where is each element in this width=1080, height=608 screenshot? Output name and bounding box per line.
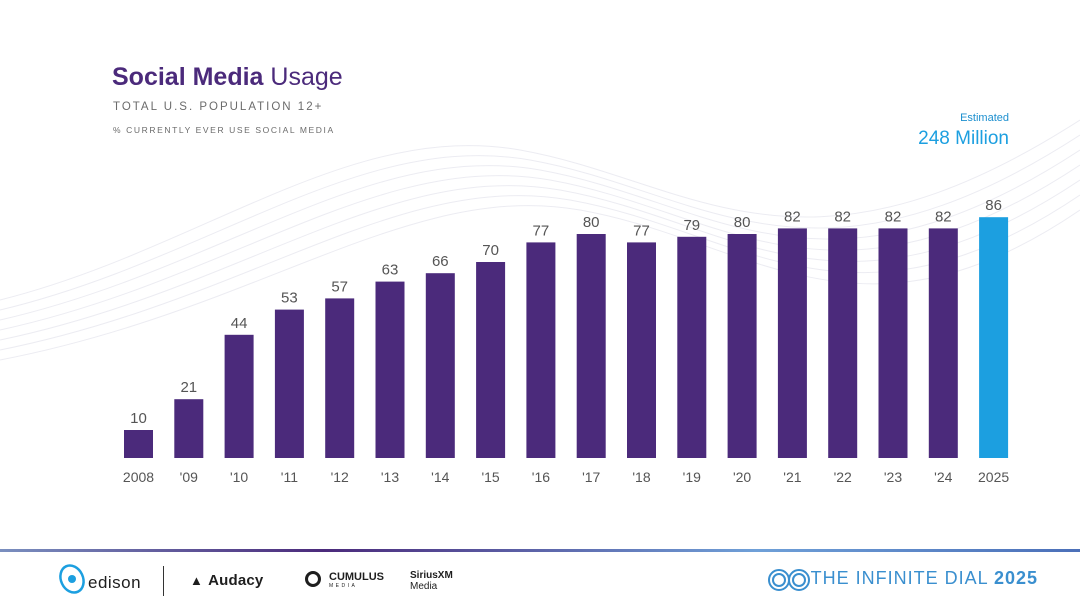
x-tick-label-'10: '10 [230,469,248,485]
bar-'12 [325,298,355,458]
bar-'10 [224,334,254,458]
x-tick-label-'16: '16 [532,469,550,485]
data-label-2008: 10 [130,410,147,427]
x-tick-label-'17: '17 [582,469,600,485]
infinite-dial-year: 2025 [993,568,1038,588]
x-tick-label-2008: 2008 [123,469,154,485]
bar-'23 [878,228,908,458]
cumulus-media-logo: CUMULUS MEDIA [305,570,384,589]
bar-'13 [375,281,405,458]
x-tick-label-'13: '13 [381,469,399,485]
page-title: Social Media Usage [112,62,343,92]
audacy-mark-icon: ▲ [190,573,204,588]
footer-logos: edison ▲ Audacy CUMULUS MEDIA SiriusXM Me… [0,552,1080,608]
x-tick-label-'18: '18 [632,469,650,485]
data-label-'10: 44 [231,315,248,332]
background-wave-decoration [0,119,1080,361]
footer-separator [163,566,164,596]
siriusxm-media-logo: SiriusXM Media [410,570,453,592]
bar-'21 [777,228,807,458]
x-tick-label-'24: '24 [934,469,952,485]
data-label-'23: 82 [885,208,902,225]
bar-'15 [476,262,506,458]
audacy-logo: ▲ Audacy [190,572,263,589]
estimate-label: Estimated [960,112,1009,124]
title-regular: Usage [270,63,343,91]
x-tick-label-2025: 2025 [978,469,1009,485]
x-tick-label-'12: '12 [331,469,349,485]
data-label-'20: 80 [734,214,751,231]
data-label-'12: 57 [331,278,348,295]
bar-'20 [727,234,757,458]
chart-subtitle: TOTAL U.S. POPULATION 12+ [113,101,324,113]
bar-'19 [677,236,707,458]
chart-measure-note: % CURRENTLY EVER USE SOCIAL MEDIA [113,125,335,135]
audacy-wordmark: Audacy [208,572,264,589]
data-label-'18: 77 [633,222,650,239]
x-tick-label-'21: '21 [783,469,801,485]
siriusxm-media-wordmark: Media [410,581,438,592]
edison-swirl-icon [59,564,85,594]
bar-'24 [928,228,958,458]
bar-'16 [526,242,556,458]
estimate-value: 248 Million [918,128,1009,149]
cumulus-wordmark: CUMULUS [329,571,384,583]
bar-2025 [979,217,1009,458]
data-label-'19: 79 [683,217,700,234]
infinite-dial-icon [768,569,810,591]
bar-chart: 10 2008 21 '09 44 '10 53 '11 57 '12 63 '13 66 '14 70 '1… [123,197,1009,485]
bar-'17 [576,234,606,458]
bar-'22 [828,228,858,458]
data-label-'11: 53 [281,290,298,307]
data-label-'22: 82 [834,208,851,225]
x-tick-label-'22: '22 [834,469,852,485]
data-label-'24: 82 [935,208,952,225]
footer-divider [0,549,1080,552]
x-tick-label-'23: '23 [884,469,902,485]
bar-'14 [425,273,455,458]
x-tick-label-'20: '20 [733,469,751,485]
bar-'18 [627,242,656,458]
cumulus-media-wordmark: MEDIA [329,583,358,589]
data-label-'15: 70 [482,242,499,259]
x-tick-label-'14: '14 [431,469,449,485]
data-label-'14: 66 [432,253,449,270]
infinite-dial-title: THE INFINITE DIAL [810,568,988,588]
infinite-dial-wordmark: THE INFINITE DIAL 2025 [811,568,1038,589]
data-label-'09: 21 [180,379,197,396]
bar-'11 [274,309,304,458]
cumulus-mark-icon [305,570,321,587]
x-tick-label-'09: '09 [180,469,198,485]
x-tick-label-'15: '15 [481,469,499,485]
siriusxm-wordmark: SiriusXM [410,570,453,581]
data-label-2025: 86 [985,197,1002,214]
bar-2008 [124,430,153,458]
title-bold: Social Media [112,63,264,91]
data-label-'21: 82 [784,208,801,225]
x-tick-label-'11: '11 [281,469,298,485]
data-label-'16: 77 [533,222,550,239]
x-tick-label-'19: '19 [683,469,701,485]
bar-'09 [174,399,204,458]
data-label-'13: 63 [382,262,399,279]
data-label-'17: 80 [583,214,600,231]
edison-wordmark: edison [88,573,142,592]
